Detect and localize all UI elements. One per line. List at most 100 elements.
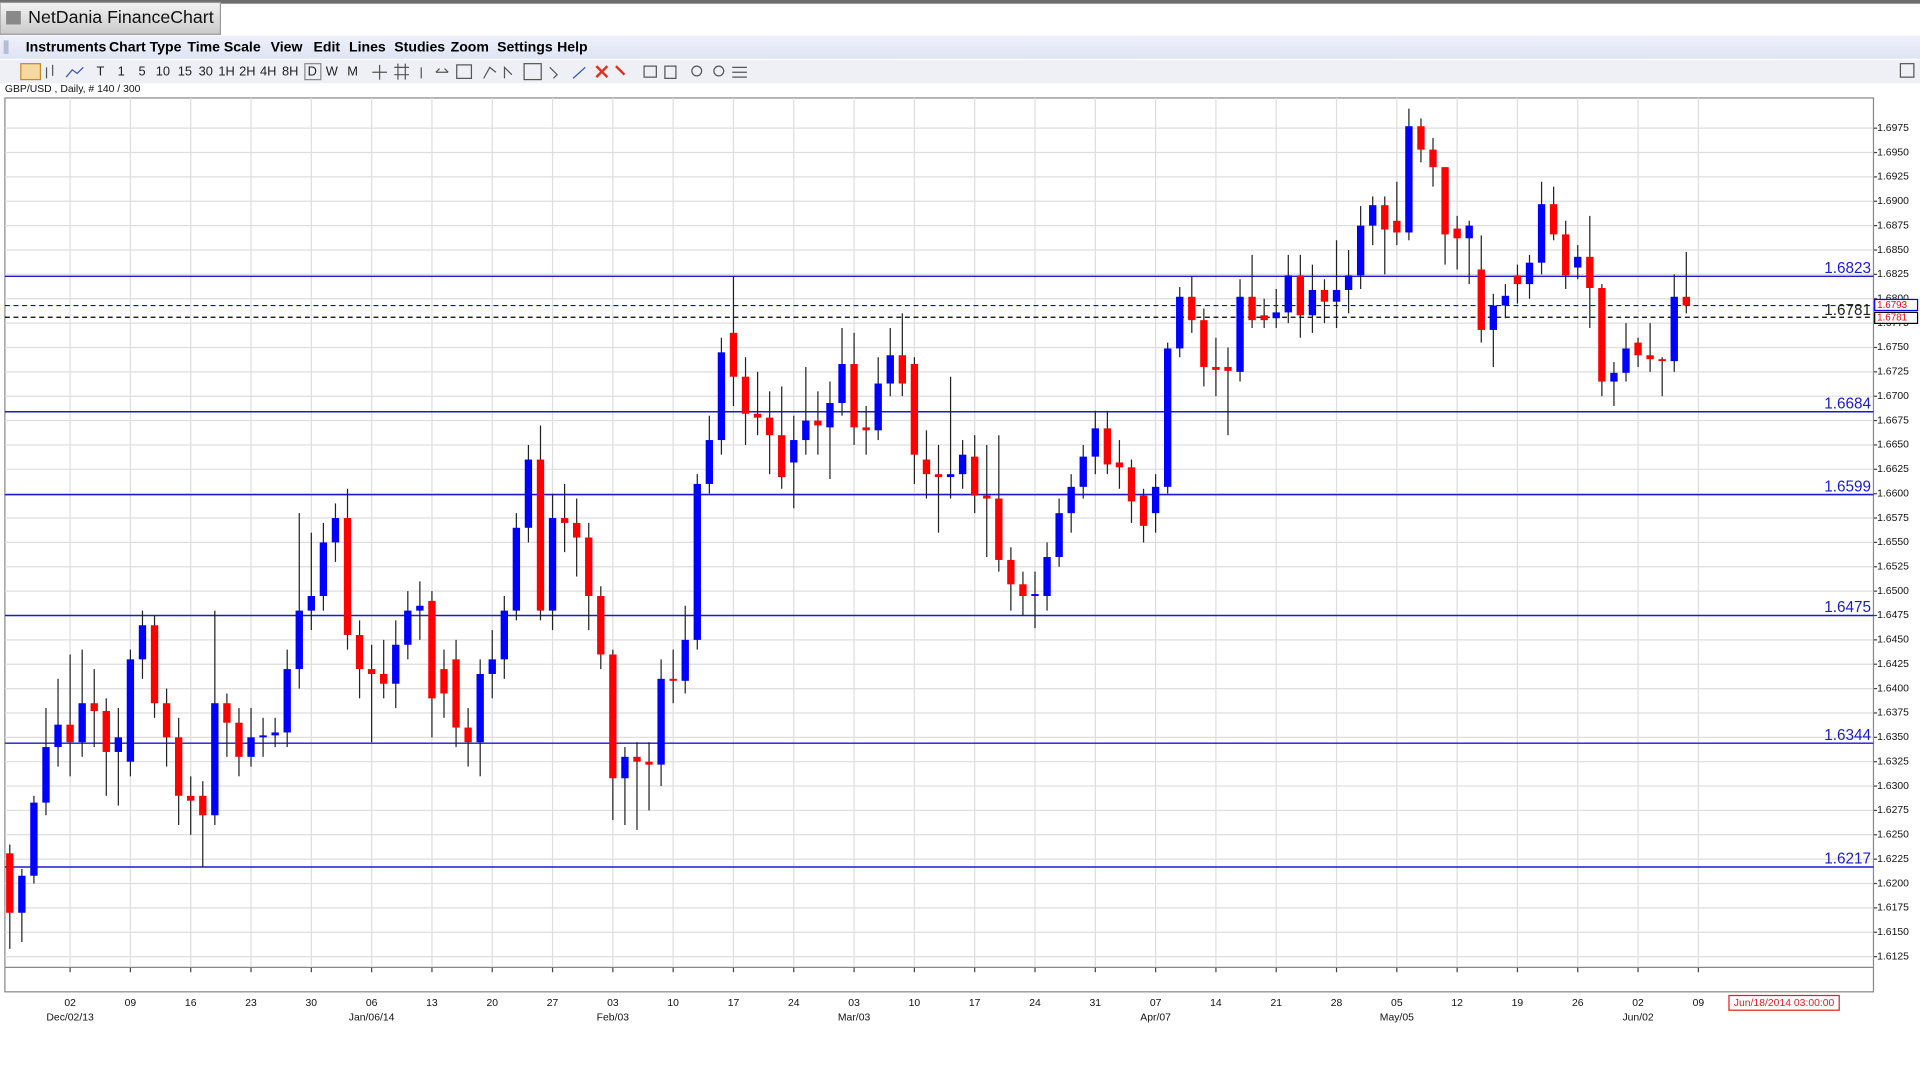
- candle-body: [1682, 296, 1690, 306]
- candle-body: [609, 654, 617, 779]
- x-tick-label: 16: [185, 998, 197, 1009]
- candle-body: [90, 703, 98, 712]
- x-tick-label: 10: [909, 998, 921, 1009]
- y-tick-label: 1.6275: [1877, 805, 1909, 816]
- candle-body: [1489, 305, 1497, 330]
- candle-body: [476, 673, 484, 743]
- y-tick-label: 1.6550: [1877, 537, 1909, 548]
- menu-item[interactable]: Studies: [394, 38, 445, 54]
- x-tick-label: 24: [788, 998, 800, 1009]
- candle-body: [404, 610, 412, 645]
- candle-body: [585, 537, 593, 597]
- timeframe-button[interactable]: 8H: [282, 64, 298, 79]
- candle-body: [573, 522, 581, 538]
- tool-icon[interactable]: [45, 64, 54, 79]
- x-tick-label: 17: [969, 998, 981, 1009]
- timeframe-button[interactable]: 10: [156, 64, 170, 79]
- candle-body: [42, 747, 50, 803]
- x-tick-label: 12: [1451, 998, 1463, 1009]
- tool-icon[interactable]: [20, 63, 42, 81]
- tool-icon[interactable]: [615, 65, 626, 76]
- y-tick-label: 1.6725: [1877, 367, 1909, 378]
- timeframe-button[interactable]: W: [326, 64, 339, 79]
- x-tick-label: 31: [1090, 998, 1102, 1009]
- tool-icon[interactable]: [394, 63, 409, 80]
- tool-icon[interactable]: [435, 68, 449, 73]
- x-tick-label: 30: [306, 998, 318, 1009]
- candle-body: [1537, 204, 1546, 263]
- candle-body: [235, 722, 243, 757]
- menu-item[interactable]: Chart Type: [109, 38, 182, 54]
- level-label: 1.6684: [1824, 395, 1871, 412]
- tool-icon[interactable]: [65, 66, 84, 78]
- timeframe-button[interactable]: 4H: [260, 64, 276, 79]
- candle-body: [1260, 315, 1268, 321]
- menu-item[interactable]: Help: [557, 38, 588, 54]
- tool-icon[interactable]: [549, 66, 559, 79]
- y-tick-label: 1.6600: [1877, 488, 1909, 499]
- tool-icon[interactable]: [572, 66, 586, 79]
- menu-item[interactable]: View: [271, 38, 303, 54]
- candle-body: [886, 355, 894, 384]
- candle-body: [717, 352, 726, 441]
- tool-icon[interactable]: [691, 65, 703, 77]
- candle-body: [452, 659, 460, 728]
- timeframe-button[interactable]: 2H: [239, 64, 255, 79]
- candle-body: [910, 364, 919, 455]
- timeframe-button[interactable]: T: [96, 64, 104, 79]
- candle-body: [548, 518, 557, 611]
- candle-body: [814, 420, 822, 426]
- candle-body: [440, 669, 448, 694]
- timeframe-button[interactable]: 30: [199, 64, 213, 79]
- menu-grip: [3, 40, 9, 54]
- candle-body: [500, 610, 508, 660]
- candle-body: [187, 795, 195, 801]
- tool-icon[interactable]: [372, 64, 387, 80]
- candle-body: [211, 703, 219, 816]
- candle-body: [1670, 296, 1678, 362]
- candle-body: [1188, 296, 1196, 321]
- reference-label: 1.6781: [1824, 302, 1871, 319]
- x-tick-label: 10: [667, 998, 679, 1009]
- menu-item[interactable]: Settings: [497, 38, 553, 54]
- tool-icon[interactable]: [1899, 63, 1915, 78]
- levels-layer: [4, 275, 1874, 868]
- timeframe-button[interactable]: 15: [178, 64, 192, 79]
- y-tick-label: 1.6625: [1877, 464, 1909, 475]
- timeframe-button[interactable]: 1: [118, 64, 125, 79]
- tool-icon[interactable]: [664, 65, 677, 79]
- candle-body: [826, 403, 834, 428]
- candle-body: [199, 795, 207, 816]
- menu-item[interactable]: Edit: [313, 38, 340, 54]
- timeframe-button[interactable]: 5: [138, 64, 145, 79]
- level-label: 1.6823: [1824, 260, 1871, 277]
- y-tick-label: 1.6875: [1877, 220, 1909, 231]
- menu-item[interactable]: Instruments: [26, 38, 107, 54]
- candle-body: [307, 596, 315, 611]
- y-tick-label: 1.6925: [1877, 172, 1909, 183]
- tool-icon[interactable]: [456, 64, 473, 79]
- tool-selected: [304, 63, 322, 81]
- tool-icon[interactable]: [713, 65, 725, 77]
- tool-icon[interactable]: [523, 63, 542, 81]
- tool-icon[interactable]: [483, 65, 513, 79]
- x-month-label: May/05: [1380, 1012, 1414, 1023]
- menu-item[interactable]: Lines: [349, 38, 386, 54]
- candle-body: [1356, 225, 1365, 276]
- menu-item[interactable]: Zoom: [451, 38, 489, 54]
- candles-layer: [6, 108, 1690, 949]
- tool-icon[interactable]: [595, 65, 609, 79]
- y-tick-label: 1.6850: [1877, 245, 1909, 256]
- timeframe-button[interactable]: M: [347, 64, 358, 79]
- candle-body: [30, 802, 38, 876]
- timeframe-button[interactable]: 1H: [218, 64, 234, 79]
- title-bar: [0, 0, 1920, 36]
- candle-body: [1562, 234, 1570, 276]
- y-tick-label: 1.6450: [1877, 635, 1909, 646]
- tool-icon[interactable]: [643, 65, 657, 78]
- x-tick-label: 09: [125, 998, 137, 1009]
- menu-item[interactable]: Time Scale: [187, 38, 260, 54]
- tool-icon[interactable]: [732, 66, 747, 78]
- x-tick-label: 06: [366, 998, 378, 1009]
- timeframe-button[interactable]: D: [308, 64, 317, 79]
